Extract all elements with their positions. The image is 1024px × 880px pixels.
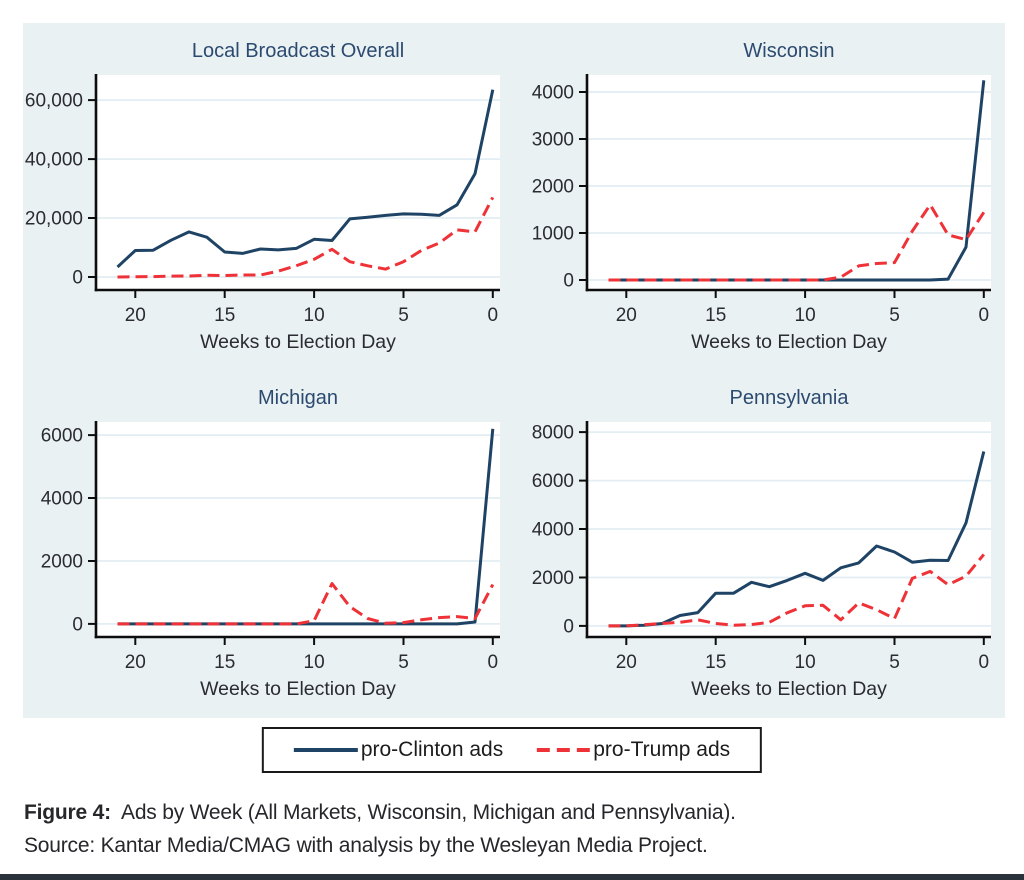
x-tick-label: 10	[304, 305, 325, 326]
plot-area	[96, 75, 500, 290]
chart-cell-wisconsin: 0 1000 2000 3000 4000 20 15 10 5 0 Weeks to Electi…	[514, 30, 1005, 377]
chart-local-broadcast-overall: 0 20,000 40,000 60,000 20 15 10 5 0 Weeks to Elec…	[25, 40, 500, 353]
figure-number: Figure 4:	[24, 801, 111, 824]
x-tick-label: 15	[705, 652, 726, 673]
chart-pennsylvania: 0 2000 4000 6000 8000 20 15 10 5 0 Weeks to Electi…	[532, 387, 991, 700]
x-axis-title: Weeks to Election Day	[200, 678, 396, 700]
plot-area	[587, 75, 991, 290]
y-tick-label: 8000	[532, 423, 574, 444]
clinton-line	[116, 89, 495, 269]
y-tick-label: 6000	[41, 426, 83, 447]
x-tick-label: 15	[705, 305, 726, 326]
plot-area	[96, 422, 500, 637]
x-tick-label: 15	[214, 652, 235, 673]
y-tick-label: 40,000	[25, 150, 83, 171]
figure-source: Source: Kantar Media/CMAG with analysis …	[24, 834, 708, 857]
x-tick-label: 20	[125, 652, 146, 673]
x-tick-label: 20	[616, 305, 637, 326]
x-axis-title: Weeks to Election Day	[691, 678, 887, 700]
x-tick-label: 10	[304, 652, 325, 673]
clinton-line	[608, 451, 986, 628]
chart-cell-pennsylvania: 0 2000 4000 6000 8000 20 15 10 5 0 Weeks to Electi…	[514, 377, 1005, 724]
y-tick-label: 4000	[532, 520, 574, 541]
x-tick-label: 15	[214, 305, 235, 326]
y-tick-label: 3000	[532, 130, 574, 151]
y-tick-label: 4000	[532, 83, 574, 104]
chart-grid: 0 20,000 40,000 60,000 20 15 10 5 0 Weeks to Elec…	[23, 30, 1005, 724]
x-tick-label: 0	[488, 305, 499, 326]
clinton-line-swatch	[293, 748, 358, 752]
x-axis-title: Weeks to Election Day	[200, 331, 396, 353]
bottom-edge-bar	[0, 874, 1024, 880]
chart-legend: pro-Clinton ads pro-Trump ads	[261, 727, 763, 773]
legend-label-trump: pro-Trump ads	[593, 738, 731, 761]
x-tick-label: 10	[795, 305, 816, 326]
panel-title: Michigan	[258, 387, 338, 409]
chart-wisconsin: 0 1000 2000 3000 4000 20 15 10 5 0 Weeks to Electi…	[532, 40, 991, 353]
y-tick-label: 0	[563, 271, 574, 292]
y-tick-label: 2000	[532, 568, 574, 589]
x-tick-label: 0	[979, 652, 990, 673]
legend-label-clinton: pro-Clinton ads	[360, 738, 504, 761]
trump-line	[117, 582, 495, 626]
trump-line-swatch	[537, 748, 591, 752]
y-tick-label: 6000	[532, 471, 574, 492]
trump-line	[608, 203, 986, 282]
figure-caption: Figure 4: Ads by Week (All Markets, Wisc…	[24, 796, 736, 862]
x-tick-label: 5	[889, 305, 900, 326]
y-tick-label: 0	[72, 268, 83, 289]
y-tick-label: 20,000	[25, 209, 83, 230]
y-tick-label: 0	[563, 616, 574, 637]
y-tick-label: 60,000	[25, 91, 83, 112]
panel-title: Pennsylvania	[730, 387, 850, 409]
y-tick-label: 1000	[532, 224, 574, 245]
x-tick-label: 5	[889, 652, 900, 673]
figure-background-panel: 0 20,000 40,000 60,000 20 15 10 5 0 Weeks to Elec…	[23, 23, 1005, 718]
chart-cell-local-broadcast-overall: 0 20,000 40,000 60,000 20 15 10 5 0 Weeks to Elec…	[23, 30, 514, 377]
trump-line	[608, 553, 985, 628]
y-tick-label: 4000	[41, 489, 83, 510]
figure-title: Ads by Week (All Markets, Wisconsin, Mic…	[121, 801, 736, 824]
chart-cell-michigan: 0 2000 4000 6000 20 15 10 5 0 Weeks to Election D…	[23, 377, 514, 724]
x-tick-label: 20	[616, 652, 637, 673]
y-tick-label: 2000	[532, 177, 574, 198]
x-axis-title: Weeks to Election Day	[691, 331, 887, 353]
panel-title: Local Broadcast Overall	[192, 40, 404, 62]
x-tick-label: 0	[488, 652, 499, 673]
y-tick-label: 0	[72, 614, 83, 635]
x-tick-label: 5	[398, 652, 409, 673]
x-tick-label: 20	[125, 305, 146, 326]
x-tick-label: 10	[795, 652, 816, 673]
trump-line	[117, 196, 495, 279]
chart-michigan: 0 2000 4000 6000 20 15 10 5 0 Weeks to Election D…	[41, 387, 500, 700]
y-tick-label: 2000	[41, 552, 83, 573]
panel-title: Wisconsin	[743, 40, 834, 62]
x-tick-label: 0	[979, 305, 990, 326]
figure-caption-line1: Figure 4: Ads by Week (All Markets, Wisc…	[24, 796, 736, 829]
x-tick-label: 5	[398, 305, 409, 326]
